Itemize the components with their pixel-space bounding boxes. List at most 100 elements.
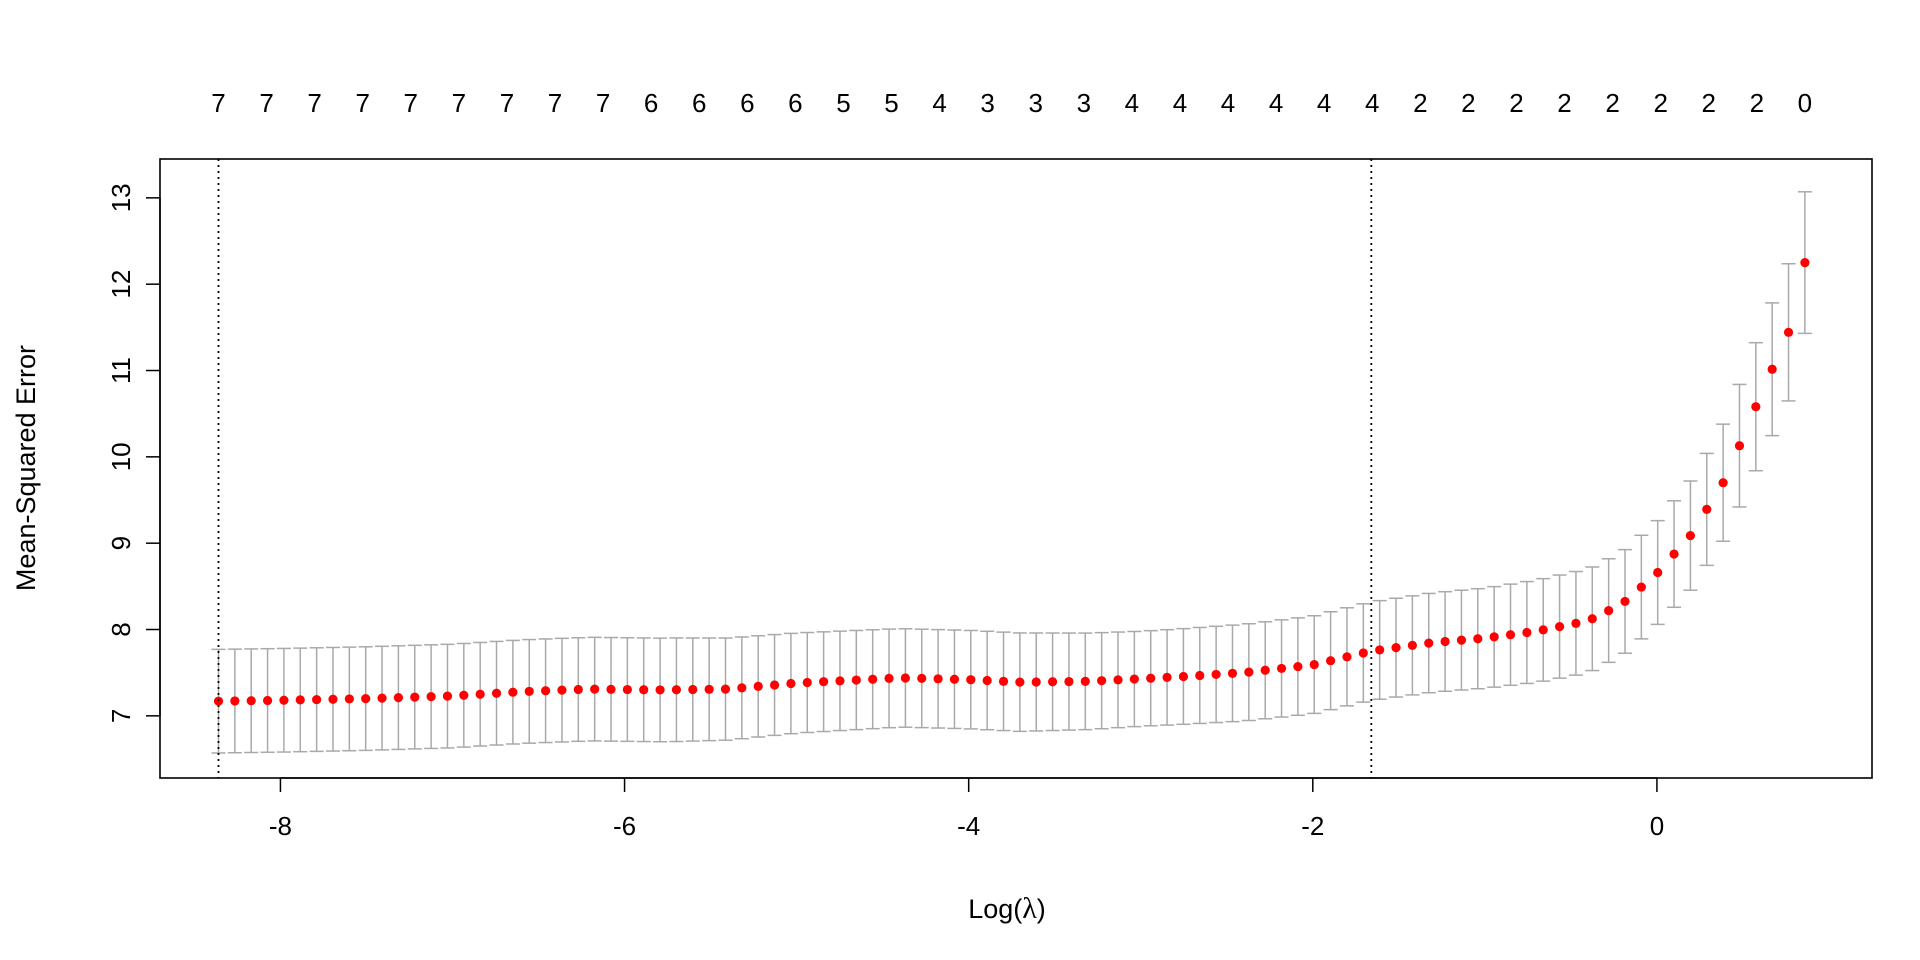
mse-point-52 xyxy=(1064,676,1074,687)
mse-point-90 xyxy=(1685,530,1696,541)
top-label-6: 7 xyxy=(500,88,514,118)
mse-point-0 xyxy=(213,696,224,706)
mse-point-17 xyxy=(491,688,502,698)
mse-point-53 xyxy=(1080,676,1090,686)
top-label-27: 2 xyxy=(1509,88,1523,118)
reference-lines-layer xyxy=(217,159,1373,778)
top-label-7: 7 xyxy=(548,88,562,118)
mse-point-56 xyxy=(1129,674,1139,684)
mse-point-85 xyxy=(1604,605,1614,616)
top-label-15: 4 xyxy=(932,88,946,118)
top-label-9: 6 xyxy=(644,88,658,118)
y-tick-label-5: 12 xyxy=(106,270,136,299)
top-label-31: 2 xyxy=(1702,88,1716,118)
mse-point-57 xyxy=(1146,673,1156,683)
y-tick-label-1: 8 xyxy=(106,622,136,636)
x-axis: -8 -6 -4 -2 0 xyxy=(269,777,1664,841)
top-label-25: 2 xyxy=(1413,88,1427,118)
mse-point-25 xyxy=(622,684,632,695)
top-label-12: 6 xyxy=(788,88,802,118)
mse-point-63 xyxy=(1244,667,1254,677)
mse-point-41 xyxy=(884,673,894,683)
x-axis-title-suffix: ) xyxy=(1037,894,1046,924)
mse-point-59 xyxy=(1178,671,1189,682)
mse-point-5 xyxy=(295,695,305,705)
top-label-10: 6 xyxy=(692,88,706,118)
mse-point-79 xyxy=(1505,630,1516,640)
x-tick-label-3: -2 xyxy=(1301,811,1324,841)
mse-point-93 xyxy=(1734,441,1745,451)
mse-point-61 xyxy=(1211,669,1221,680)
top-label-13: 5 xyxy=(836,88,850,118)
mse-point-4 xyxy=(279,695,289,705)
mse-point-80 xyxy=(1522,627,1532,638)
mse-points-layer xyxy=(213,257,1810,706)
mse-point-88 xyxy=(1653,567,1663,578)
mse-point-60 xyxy=(1195,670,1205,681)
mse-point-13 xyxy=(426,692,436,702)
mse-point-95 xyxy=(1767,364,1777,374)
mse-point-1 xyxy=(230,696,240,706)
mse-point-71 xyxy=(1375,645,1385,655)
mse-point-48 xyxy=(998,676,1009,686)
mse-point-35 xyxy=(786,678,796,689)
top-label-0: 7 xyxy=(211,88,225,118)
y-axis: 7 8 9 10 11 12 13 xyxy=(106,183,161,723)
mse-point-76 xyxy=(1456,635,1467,645)
mse-point-96 xyxy=(1783,327,1794,337)
mse-point-86 xyxy=(1620,596,1630,607)
top-label-18: 3 xyxy=(1077,88,1091,118)
mse-point-31 xyxy=(720,684,731,694)
top-nonzero-count-labels: 7 7 7 7 7 7 7 7 7 6 6 6 6 5 5 4 3 3 3 4 4 4 4 4 4 2 2 2 2 2 2 2 2 0 xyxy=(211,88,1812,118)
mse-point-70 xyxy=(1358,648,1368,658)
mse-point-14 xyxy=(442,691,453,701)
mse-point-69 xyxy=(1342,652,1352,662)
mse-point-49 xyxy=(1015,677,1025,687)
mse-point-29 xyxy=(688,684,698,695)
mse-point-64 xyxy=(1260,665,1270,675)
top-label-1: 7 xyxy=(259,88,273,118)
mse-point-77 xyxy=(1473,634,1483,644)
mse-point-94 xyxy=(1751,402,1761,412)
mse-point-22 xyxy=(573,684,583,695)
mse-point-8 xyxy=(344,694,354,704)
mse-point-34 xyxy=(769,680,780,690)
mse-point-44 xyxy=(933,674,943,684)
mse-point-33 xyxy=(753,681,763,692)
mse-point-58 xyxy=(1162,672,1172,682)
mse-point-55 xyxy=(1113,675,1123,685)
top-label-26: 2 xyxy=(1461,88,1475,118)
top-label-21: 4 xyxy=(1221,88,1235,118)
mse-point-42 xyxy=(900,673,910,683)
top-label-16: 3 xyxy=(980,88,994,118)
mse-point-83 xyxy=(1571,618,1581,628)
mse-point-47 xyxy=(982,675,992,686)
mse-point-2 xyxy=(246,696,256,706)
mse-point-68 xyxy=(1326,656,1336,666)
top-label-23: 4 xyxy=(1317,88,1331,118)
top-label-29: 2 xyxy=(1605,88,1619,118)
mse-point-7 xyxy=(328,694,338,704)
top-label-2: 7 xyxy=(307,88,321,118)
mse-point-10 xyxy=(377,693,387,703)
mse-point-89 xyxy=(1669,549,1679,559)
top-label-30: 2 xyxy=(1653,88,1667,118)
mse-point-65 xyxy=(1276,663,1287,674)
mse-point-27 xyxy=(655,685,665,695)
mse-point-23 xyxy=(590,684,600,694)
mse-point-92 xyxy=(1718,478,1728,488)
mse-point-78 xyxy=(1489,632,1499,642)
mse-point-84 xyxy=(1587,614,1597,624)
mse-point-36 xyxy=(802,677,812,688)
y-tick-label-0: 7 xyxy=(106,709,136,723)
x-tick-label-2: -4 xyxy=(957,811,980,841)
mse-point-67 xyxy=(1309,659,1319,670)
top-label-11: 6 xyxy=(740,88,754,118)
y-tick-label-2: 9 xyxy=(106,536,136,550)
mse-point-24 xyxy=(606,684,616,694)
mse-point-40 xyxy=(868,674,878,684)
mse-point-38 xyxy=(835,676,845,686)
y-tick-label-3: 10 xyxy=(106,442,136,471)
top-label-4: 7 xyxy=(404,88,418,118)
